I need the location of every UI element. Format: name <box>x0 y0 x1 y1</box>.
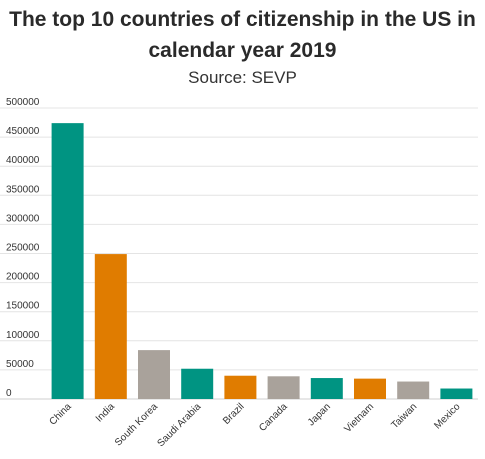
y-tick-label: 400000 <box>6 155 40 166</box>
y-tick-label: 200000 <box>6 272 40 283</box>
bar-mexico <box>440 388 473 399</box>
y-tick-label: 250000 <box>6 243 40 254</box>
x-tick-label: Vietnam <box>343 401 377 435</box>
y-tick-label: 100000 <box>6 330 40 341</box>
x-tick-label: Canada <box>257 401 290 434</box>
x-tick-label: Mexico <box>432 401 462 431</box>
bar-saudi-arabia <box>181 368 214 399</box>
bar-south-korea <box>138 350 170 399</box>
x-tick-label: China <box>47 401 74 428</box>
y-tick-label: 300000 <box>6 213 40 224</box>
chart-subtitle: Source: SEVP <box>188 68 297 87</box>
bar-vietnam <box>354 378 386 399</box>
bar-india <box>94 254 127 399</box>
y-tick-label: 350000 <box>6 184 40 195</box>
bar-taiwan <box>397 381 430 399</box>
y-tick-label: 150000 <box>6 301 40 312</box>
bar-canada <box>267 376 300 399</box>
y-tick-label: 50000 <box>6 359 34 370</box>
x-tick-label: India <box>94 401 117 424</box>
x-tick-label: Saudi Arabia <box>155 401 203 449</box>
x-tick-label: Taiwan <box>390 401 420 431</box>
bar-china <box>51 123 84 399</box>
y-tick-label: 0 <box>6 388 12 399</box>
y-tick-label: 500000 <box>6 97 40 108</box>
x-tick-label: South Korea <box>113 401 160 448</box>
x-tick-label: Japan <box>306 401 333 428</box>
x-tick-label: Brazil <box>221 401 246 426</box>
y-tick-label: 450000 <box>6 126 40 137</box>
chart-title: The top 10 countries of citizenship in t… <box>9 8 476 62</box>
bar-brazil <box>224 375 257 399</box>
bar-japan <box>310 378 343 399</box>
